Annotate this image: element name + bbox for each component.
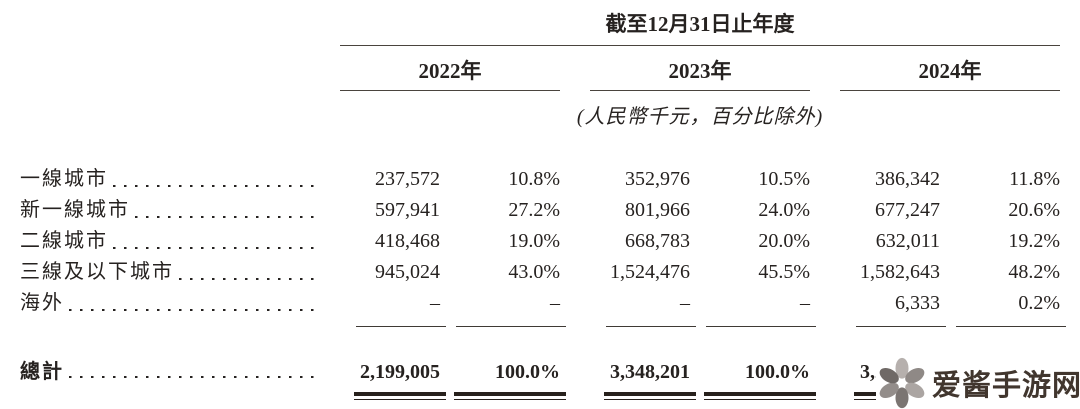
- dot-leader: [135, 195, 322, 226]
- year-header-2023: 2023年: [590, 46, 810, 91]
- percent-cell: 10.5%: [758, 168, 810, 190]
- table-row: 海外 – – – – 6,333 0.2%: [20, 288, 1060, 319]
- row-label-text: 三線及以下城市: [20, 261, 174, 283]
- separator-line: [356, 326, 446, 327]
- percent-cell: 19.0%: [508, 230, 560, 252]
- column-gap: [560, 288, 590, 319]
- percent-cell: 43.0%: [508, 261, 560, 283]
- percent-cell: 48.2%: [1008, 261, 1060, 283]
- year-header-2024: 2024年: [840, 46, 1060, 91]
- table-row: 二線城市 418,468 19.0% 668,783 20.0% 632,011…: [20, 226, 1060, 257]
- double-rule: [354, 392, 446, 400]
- table-row: 新一線城市 597,941 27.2% 801,966 24.0% 677,24…: [20, 195, 1060, 226]
- value-cell: 801,966: [625, 199, 690, 221]
- separator-line: [856, 326, 946, 327]
- table-row: 三線及以下城市 945,024 43.0% 1,524,476 45.5% 1,…: [20, 257, 1060, 288]
- row-label: 海外: [20, 288, 340, 319]
- year-header-2022: 2022年: [340, 46, 560, 91]
- percent-cell: 11.8%: [1009, 168, 1060, 190]
- separator-line: [706, 326, 816, 327]
- value-cell: 1,582,643: [860, 261, 940, 283]
- row-label-text: 二線城市: [20, 230, 108, 252]
- percent-cell: 24.0%: [758, 199, 810, 221]
- percent-cell: –: [800, 292, 810, 314]
- separator-line: [956, 326, 1066, 327]
- value-cell: 237,572: [375, 168, 440, 190]
- value-cell: 386,342: [875, 168, 940, 190]
- table-header-years: 2022年 2023年 2024年: [20, 46, 1060, 91]
- table-row: 一線城市 237,572 10.8% 352,976 10.5% 386,342…: [20, 164, 1060, 195]
- value-cell: –: [430, 292, 440, 314]
- percent-cell: 100.0%: [495, 361, 560, 383]
- value-cell: 6,333: [895, 292, 940, 314]
- row-label: 一線城市: [20, 164, 340, 195]
- dot-leader: [113, 226, 322, 257]
- value-cell: 418,468: [375, 230, 440, 252]
- dot-leader: [179, 257, 322, 288]
- percent-cell: 10.8%: [508, 168, 560, 190]
- column-gap: [810, 226, 840, 257]
- percent-cell: 20.6%: [1008, 199, 1060, 221]
- dot-leader: [69, 288, 322, 319]
- column-gap: [560, 164, 590, 195]
- flower-icon: [876, 357, 928, 409]
- row-label: 三線及以下城市: [20, 257, 340, 288]
- column-gap: [810, 358, 840, 386]
- double-rule: [704, 392, 816, 400]
- column-gap: [810, 195, 840, 226]
- column-gap: [810, 164, 840, 195]
- percent-cell: 45.5%: [758, 261, 810, 283]
- value-cell: 668,783: [625, 230, 690, 252]
- unit-note: (人民幣千元，百分比除外): [576, 106, 824, 128]
- percent-cell: 0.2%: [1018, 292, 1060, 314]
- percent-cell: 27.2%: [508, 199, 560, 221]
- row-label: 新一線城市: [20, 195, 340, 226]
- percent-cell: 20.0%: [758, 230, 810, 252]
- value-cell: 677,247: [875, 199, 940, 221]
- separator-line: [456, 326, 566, 327]
- double-rule: [604, 392, 696, 400]
- column-gap: [810, 257, 840, 288]
- double-rule: [454, 392, 566, 400]
- subtotal-separator: [20, 319, 1066, 327]
- column-gap: [560, 257, 590, 288]
- value-cell: 2,199,005: [360, 361, 440, 383]
- value-cell: 3,348,201: [610, 361, 690, 383]
- row-label: 總計: [20, 358, 340, 386]
- row-label-text: 一線城市: [20, 168, 108, 190]
- dot-leader: [69, 358, 322, 386]
- watermark-text: 爱酱手游网: [932, 369, 1080, 402]
- separator-line: [606, 326, 696, 327]
- value-cell: 597,941: [375, 199, 440, 221]
- value-cell: 945,024: [375, 261, 440, 283]
- column-gap: [810, 288, 840, 319]
- table-header-note: (人民幣千元，百分比除外): [20, 91, 1060, 137]
- column-gap: [560, 226, 590, 257]
- column-gap: [560, 195, 590, 226]
- value-cell: 632,011: [875, 230, 940, 252]
- percent-cell: 19.2%: [1008, 230, 1060, 252]
- spacer: [20, 327, 1060, 358]
- period-title: 截至12月31日止年度: [340, 8, 1060, 46]
- value-cell: 352,976: [625, 168, 690, 190]
- row-label-text: 新一線城市: [20, 199, 130, 221]
- value-cell: –: [680, 292, 690, 314]
- row-label-text: 海外: [20, 292, 64, 314]
- row-label-text: 總計: [20, 361, 64, 383]
- site-watermark: 爱酱手游网: [876, 356, 1080, 409]
- column-gap: [560, 358, 590, 386]
- financial-table: 截至12月31日止年度 2022年 2023年 2024年 (人民幣千元，百分比…: [20, 8, 1066, 400]
- percent-cell: 100.0%: [745, 361, 810, 383]
- percent-cell: –: [550, 292, 560, 314]
- spacer: [20, 137, 1060, 164]
- row-label: 二線城市: [20, 226, 340, 257]
- dot-leader: [113, 164, 322, 195]
- value-cell: 1,524,476: [610, 261, 690, 283]
- table-header-period: 截至12月31日止年度: [20, 8, 1060, 46]
